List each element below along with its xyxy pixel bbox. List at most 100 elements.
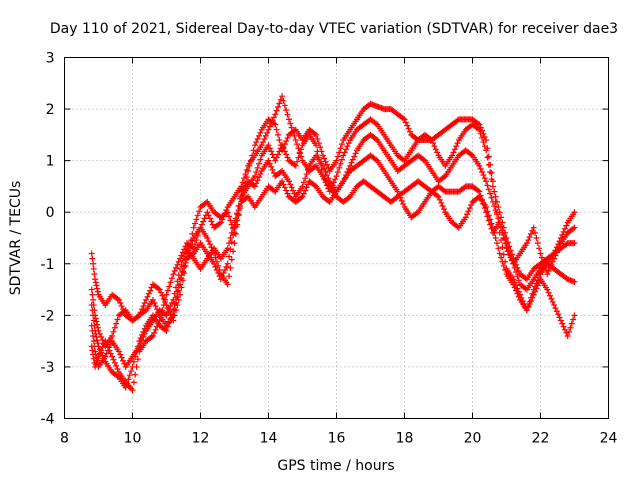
data-point [349,156,356,163]
x-tick-label: 14 [260,431,278,447]
y-axis-label: SDTVAR / TECUs [8,181,24,296]
data-point [493,211,500,218]
x-tick-label: 8 [60,431,69,447]
data-point [253,180,260,187]
data-point [224,260,231,267]
axis-ticks [64,57,609,419]
data-point [499,227,506,234]
data-point [90,312,97,319]
data-point [404,122,411,129]
data-point [485,217,492,224]
data-point [211,260,218,267]
data-point [192,241,199,248]
data-point [343,146,350,153]
data-point [281,102,288,109]
data-point [515,277,522,284]
data-point [125,376,132,383]
data-point [567,324,574,331]
data-point [171,306,178,313]
data-point [163,312,170,319]
data-point [500,251,507,258]
data-point [208,244,215,251]
data-point [258,142,265,149]
data-point [89,255,96,262]
data-point [242,171,249,178]
data-point [291,161,298,168]
data-point [561,326,568,333]
data-point [211,250,218,257]
data-point [151,329,158,336]
data-point [440,174,447,181]
data-point [227,264,234,271]
data-point [450,149,457,156]
data-point [541,262,548,269]
data-point [430,140,437,147]
data-point [213,266,220,273]
data-point [253,168,260,175]
data-point [89,291,96,298]
series-track-d [88,152,578,370]
data-point [507,247,514,254]
data-point [257,129,264,136]
data-point [398,197,405,204]
data-point [492,235,499,241]
x-tick-label: 24 [600,431,618,447]
x-axis-label: GPS time / hours [277,458,394,474]
data-point [514,290,521,297]
data-point [564,332,571,339]
data-point [134,356,141,363]
data-point [313,142,320,149]
data-point [129,387,136,394]
data-point [136,343,143,350]
data-point [292,137,299,144]
data-point [479,127,486,134]
data-point [273,154,280,161]
data-point [495,245,502,252]
data-point [314,148,321,155]
data-point [333,157,340,164]
data-point [167,279,174,286]
data-point [427,135,434,142]
data-point [435,193,442,200]
x-tick-labels: 8 10 12 14 16 18 20 22 24 [60,431,617,447]
data-point [502,236,509,243]
data-point [194,212,201,219]
data-point [283,107,290,114]
data-point [302,187,309,194]
data-point [488,194,495,201]
data-point [481,205,488,212]
data-point [299,183,306,190]
data-point [284,134,291,141]
data-point [147,287,154,294]
data-point [220,213,227,220]
data-point [179,249,186,256]
data-point [296,149,303,156]
data-point [504,244,511,251]
data-point [207,215,214,222]
data-point [498,214,505,221]
data-point [280,181,287,188]
data-point [321,165,328,172]
data-point [205,238,212,245]
data-point [540,258,547,265]
data-point [273,107,280,114]
data-point [238,183,245,190]
data-point [468,151,475,158]
data-point [325,164,332,171]
data-point [189,244,196,251]
data-point [219,273,226,280]
data-point [323,161,330,168]
data-point [164,309,171,316]
data-point [489,198,496,205]
data-point [488,170,495,177]
data-point [553,308,560,315]
data-point [279,142,286,149]
data-point [570,225,577,232]
data-point [224,245,231,252]
data-point [115,296,122,303]
data-point [428,137,435,144]
data-point [257,156,264,163]
series-track-b [88,116,578,350]
data-point [196,228,203,235]
data-point [303,171,310,178]
